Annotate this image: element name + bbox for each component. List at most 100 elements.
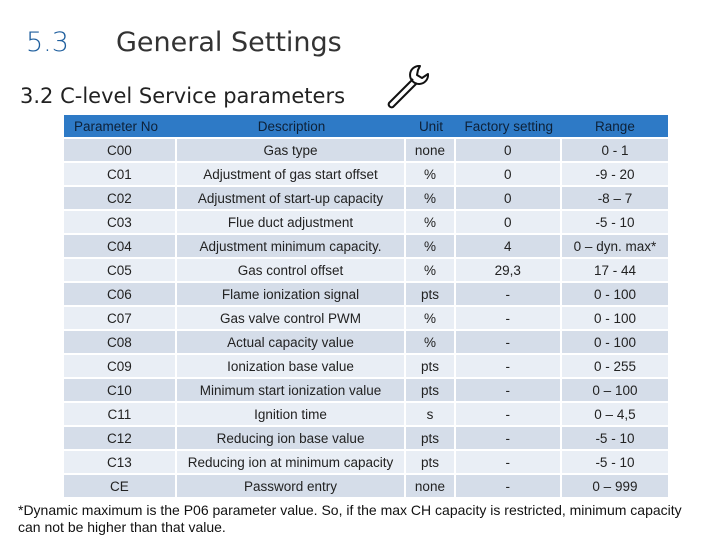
table-cell: 0 – 999 — [561, 475, 668, 497]
table-cell: Flame ionization signal — [176, 283, 407, 305]
table-cell: C11 — [64, 403, 177, 425]
table-cell: Adjustment minimum capacity. — [176, 235, 407, 257]
table-cell: C12 — [64, 427, 177, 449]
table-cell: 17 - 44 — [561, 259, 668, 281]
table-cell: 0 — [455, 187, 562, 209]
table-cell: pts — [406, 355, 456, 377]
table-cell: Adjustment of start-up capacity — [176, 187, 407, 209]
table-cell: Reducing ion base value — [176, 427, 407, 449]
footnote: *Dynamic maximum is the P06 parameter va… — [18, 502, 682, 535]
table-body: C00 Gas type none 0 0 - 1 C01 Adjustment of ga… — [64, 139, 668, 497]
table-row: C03 Flue duct adjustment% 0 -5 - 10 — [64, 211, 668, 233]
table-cell: - — [455, 307, 562, 329]
table-cell: % — [406, 235, 456, 257]
table-cell: 0 — [455, 163, 562, 185]
table-cell: pts — [406, 427, 456, 449]
table-cell: Gas valve control PWM — [176, 307, 407, 329]
table-row: C10 Minimum start ionization value pts -0 –… — [64, 379, 668, 401]
table-row: C09 Ionization base value pts -0 - 255 — [64, 355, 668, 377]
table-cell: -5 - 10 — [561, 451, 668, 473]
table-cell: 0 - 1 — [561, 139, 668, 161]
table-cell: C10 — [64, 379, 177, 401]
table-cell: Flue duct adjustment — [176, 211, 407, 233]
table-cell: C02 — [64, 187, 177, 209]
table-row: C00 Gas type none 0 0 - 1 — [64, 139, 668, 161]
table-row: C05 Gas control offset% 29,3 17 - 44 — [64, 259, 668, 281]
table-cell: s — [406, 403, 456, 425]
table-cell: % — [406, 259, 456, 281]
table-cell: - — [455, 451, 562, 473]
table-cell: Minimum start ionization value — [176, 379, 407, 401]
table-cell: C01 — [64, 163, 177, 185]
column-header: Range — [561, 115, 668, 137]
table-cell: Gas type — [176, 139, 407, 161]
table-cell: % — [406, 163, 456, 185]
table-cell: 0 — [455, 139, 562, 161]
table-cell: Ignition time — [176, 403, 407, 425]
table-header-row: Parameter No Description Unit Factory se… — [64, 115, 668, 137]
table-cell: 0 - 100 — [561, 331, 668, 353]
table-cell: C05 — [64, 259, 177, 281]
table-cell: 0 - 100 — [561, 307, 668, 329]
table-cell: % — [406, 211, 456, 233]
subheading: 3.2 C-level Service parameters — [20, 84, 346, 108]
table-cell: - — [455, 355, 562, 377]
table-cell: -5 - 10 — [561, 427, 668, 449]
table-cell: % — [406, 187, 456, 209]
table-cell: pts — [406, 451, 456, 473]
section-number: 5.3 — [26, 27, 69, 58]
table-cell: % — [406, 331, 456, 353]
table-cell: C13 — [64, 451, 177, 473]
table-cell: pts — [406, 379, 456, 401]
table-cell: - — [455, 475, 562, 497]
wrench-icon — [387, 64, 430, 109]
table-cell: Adjustment of gas start offset — [176, 163, 407, 185]
column-header: Description — [176, 115, 407, 137]
table-cell: - — [455, 283, 562, 305]
table-cell: C08 — [64, 331, 177, 353]
table-row: CE Password entry none -0 – 999 — [64, 475, 668, 497]
table-cell: 0 – 4,5 — [561, 403, 668, 425]
table-cell: none — [406, 475, 456, 497]
column-header: Parameter No — [64, 115, 177, 137]
table-cell: Ionization base value — [176, 355, 407, 377]
table-cell: - — [455, 427, 562, 449]
table-cell: C03 — [64, 211, 177, 233]
page-title: General Settings — [116, 27, 342, 58]
table-row: C07 Gas valve control PWM% -0 - 100 — [64, 307, 668, 329]
table-cell: C00 — [64, 139, 177, 161]
table-cell: C04 — [64, 235, 177, 257]
table-cell: 4 — [455, 235, 562, 257]
table-row: C06 Flame ionization signal pts -0 - 100 — [64, 283, 668, 305]
table-cell: C07 — [64, 307, 177, 329]
table-cell: % — [406, 307, 456, 329]
table-cell: -9 - 20 — [561, 163, 668, 185]
column-header: Unit — [406, 115, 456, 137]
table-cell: 0 - 255 — [561, 355, 668, 377]
table-cell: - — [455, 379, 562, 401]
table-cell: Reducing ion at minimum capacity — [176, 451, 407, 473]
table-cell: C09 — [64, 355, 177, 377]
column-header: Factory setting — [455, 115, 562, 137]
table-row: C11 Ignition time s -0 – 4,5 — [64, 403, 668, 425]
table-cell: -8 – 7 — [561, 187, 668, 209]
table-cell: Password entry — [176, 475, 407, 497]
table-row: C13 Reducing ion at minimum capacity pts - -… — [64, 451, 668, 473]
table-row: C12 Reducing ion base value pts - -5 - 10 — [64, 427, 668, 449]
table-cell: CE — [64, 475, 177, 497]
table-cell: - — [455, 331, 562, 353]
table-cell: 29,3 — [455, 259, 562, 281]
table-cell: none — [406, 139, 456, 161]
parameters-table: Parameter No Description Unit Factory se… — [64, 113, 668, 499]
table-row: C04 Adjustment minimum capacity.% 4 0 – dyn… — [64, 235, 668, 257]
table-cell: 0 – 100 — [561, 379, 668, 401]
table-cell: - — [455, 403, 562, 425]
table-cell: 0 — [455, 211, 562, 233]
table-row: C08 Actual capacity value% -0 - 100 — [64, 331, 668, 353]
table-cell: Actual capacity value — [176, 331, 407, 353]
table-cell: C06 — [64, 283, 177, 305]
table-cell: 0 – dyn. max* — [561, 235, 668, 257]
table-cell: 0 - 100 — [561, 283, 668, 305]
table-row: C02 Adjustment of start-up capacity% 0 -8 –… — [64, 187, 668, 209]
table-cell: Gas control offset — [176, 259, 407, 281]
